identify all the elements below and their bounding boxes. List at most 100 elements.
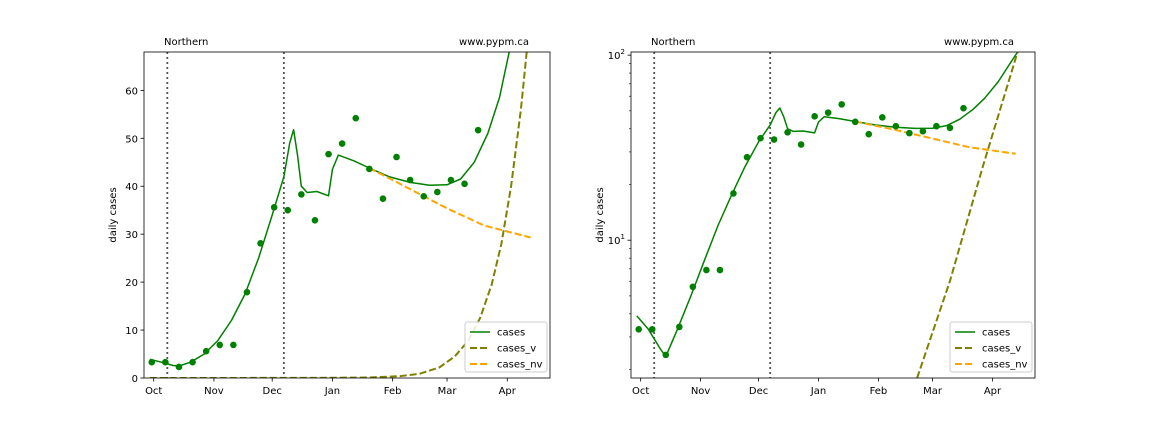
data-point: [892, 122, 900, 130]
legend-label-cases_nv: cases_nv: [982, 360, 1028, 371]
data-point: [270, 204, 278, 211]
x-tick-label: Dec: [263, 386, 282, 397]
legend-box: [464, 321, 548, 373]
data-point: [797, 141, 805, 148]
data-point: [757, 134, 764, 142]
data-point: [311, 216, 319, 224]
series-line-cases_v: [916, 52, 1019, 378]
data-point: [689, 283, 697, 291]
data-point: [461, 180, 468, 188]
region-title: Northern: [651, 37, 695, 48]
data-point: [648, 325, 656, 333]
data-point: [730, 190, 737, 197]
data-point: [743, 153, 751, 161]
data-point: [474, 126, 482, 134]
data-point: [447, 176, 455, 184]
x-tick-label: Mar: [923, 386, 943, 397]
data-point: [851, 118, 859, 126]
data-point: [162, 358, 169, 366]
x-tick-label: Nov: [691, 386, 711, 397]
series-line-cases_v: [149, 52, 528, 378]
data-point: [366, 165, 373, 173]
legend: cases cases_v cases_nv: [464, 321, 548, 373]
data-point: [676, 323, 683, 331]
x-tick-label: Mar: [438, 386, 458, 397]
source-label: www.pypm.ca: [944, 37, 1014, 48]
series-line-cases: [636, 52, 1019, 358]
data-point: [770, 136, 778, 143]
x-tick-label: Nov: [204, 386, 224, 397]
y-tick-label: 60: [125, 86, 138, 97]
y-axis-label: daily cases: [108, 187, 119, 242]
legend-label-cases: cases: [497, 328, 525, 339]
data-point: [933, 122, 940, 130]
data-point: [243, 288, 251, 296]
x-tick-label: Apr: [499, 386, 517, 397]
chart-panel-2: 101 102 Oct Nov Dec Jan Feb Mar Apr daily cases No…: [595, 37, 1036, 397]
plot-area: [635, 52, 1019, 378]
region-title: Northern: [164, 37, 208, 48]
y-tick-label: 0: [132, 374, 138, 385]
data-point: [379, 195, 387, 202]
y-tick-label: 10: [125, 326, 138, 337]
data-point: [838, 101, 845, 108]
data-point: [434, 188, 441, 196]
data-point: [662, 351, 670, 359]
legend-label-cases_v: cases_v: [497, 344, 536, 355]
data-point: [148, 358, 156, 366]
legend-label-cases_nv: cases_nv: [497, 360, 543, 371]
y-tick-label: 20: [125, 278, 138, 289]
data-point: [202, 347, 210, 355]
axes-frame: [630, 51, 1036, 379]
data-point: [635, 325, 643, 333]
data-point: [216, 341, 224, 349]
y-tick-label: 101: [608, 233, 625, 247]
data-point: [406, 176, 414, 184]
y-tick-label: 102: [608, 48, 625, 62]
x-tick-label: Feb: [870, 386, 888, 397]
data-point: [257, 239, 264, 247]
legend-label-cases_v: cases_v: [982, 344, 1021, 355]
data-point: [960, 104, 967, 112]
x-tick-label: Jan: [324, 386, 340, 397]
axes-frame: [143, 51, 551, 379]
series-line-cases_nv: [368, 167, 531, 239]
data-point: [325, 150, 332, 158]
y-tick-label: 40: [125, 182, 138, 193]
data-point: [175, 363, 183, 371]
data-point: [352, 114, 360, 122]
x-tick-label: Oct: [145, 386, 162, 397]
data-point: [230, 341, 237, 349]
x-tick-label: Oct: [632, 386, 649, 397]
chart-panel-1: 0 10 20 30 40 50 60 Oct Nov Dec Jan Feb Mar Apr daily …: [108, 37, 551, 397]
y-tick-label: 50: [125, 134, 138, 145]
plot-area: [148, 52, 531, 378]
data-point: [946, 124, 954, 132]
data-point: [284, 206, 292, 214]
y-tick-label: 30: [125, 230, 138, 241]
data-point: [703, 266, 710, 274]
data-point: [919, 127, 927, 135]
series-line-cases: [149, 52, 510, 367]
legend: cases cases_v cases_nv: [949, 321, 1033, 373]
legend-label-cases: cases: [982, 328, 1010, 339]
data-point: [716, 266, 724, 274]
x-tick-label: Feb: [384, 386, 402, 397]
data-point: [824, 109, 832, 116]
source-label: www.pypm.ca: [459, 37, 529, 48]
data-point: [298, 191, 305, 198]
data-point: [811, 113, 818, 120]
x-tick-label: Dec: [749, 386, 768, 397]
data-point: [878, 114, 886, 121]
legend-box: [949, 321, 1033, 373]
y-axis-label: daily cases: [595, 187, 606, 242]
x-tick-label: Apr: [984, 386, 1002, 397]
data-point: [420, 193, 428, 200]
data-point: [189, 358, 196, 366]
series-line-cases_nv: [854, 120, 1016, 155]
x-tick-label: Jan: [810, 386, 826, 397]
data-point: [338, 140, 346, 147]
data-point: [865, 130, 873, 138]
data-point: [784, 128, 791, 136]
